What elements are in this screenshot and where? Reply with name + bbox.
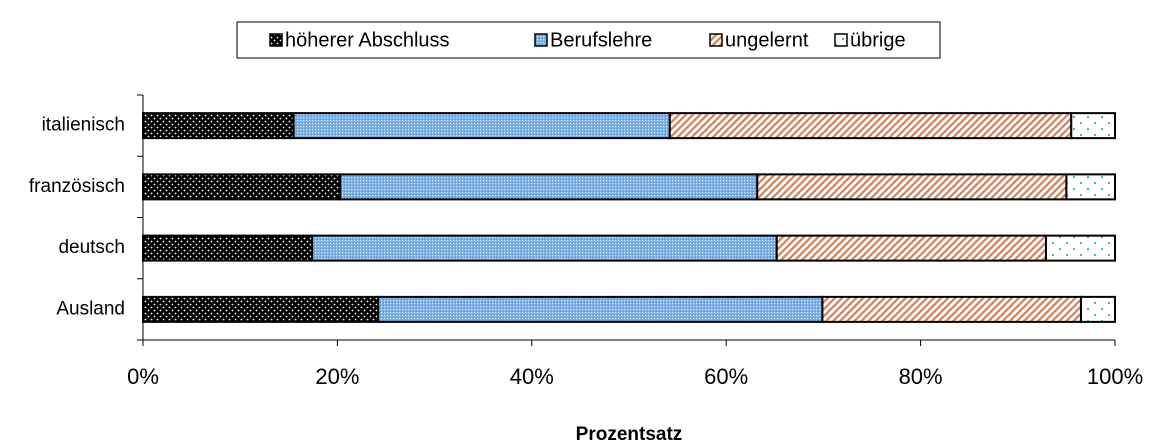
- bar-segment: [775, 234, 1047, 262]
- y-tick-label: italienisch: [42, 115, 125, 136]
- legend-swatch: [834, 33, 848, 47]
- y-tick-label: französisch: [29, 176, 125, 197]
- x-axis-label: Prozentsatz: [576, 424, 683, 444]
- x-tick-label: 80%: [899, 364, 943, 389]
- legend-label: Berufslehre: [550, 29, 652, 51]
- y-tick-label: Ausland: [56, 298, 125, 319]
- bar-segment: [668, 112, 1073, 140]
- bar-segment: [821, 295, 1082, 323]
- x-tick-label: 20%: [315, 364, 359, 389]
- bar-segment: [311, 234, 778, 262]
- legend-swatch: [269, 33, 283, 47]
- bar-segment: [339, 173, 759, 201]
- bar-segment: [1070, 112, 1117, 140]
- legend-box: [236, 21, 941, 59]
- bar-segment: [377, 295, 824, 323]
- x-tick-label: 100%: [1087, 364, 1143, 389]
- legend-swatch: [534, 33, 548, 47]
- legend-label: ungelernt: [725, 29, 809, 51]
- bar-segment: [1079, 295, 1116, 323]
- x-tick-label: 60%: [704, 364, 748, 389]
- bar-segment: [142, 295, 380, 323]
- x-tick-label: 0%: [127, 364, 159, 389]
- x-tick-label: 40%: [510, 364, 554, 389]
- legend-label: übrige: [850, 29, 906, 51]
- legend-label: höherer Abschluss: [285, 29, 450, 51]
- bar-segment: [756, 173, 1068, 201]
- bar-segment: [1065, 173, 1117, 201]
- bar-segment: [142, 234, 314, 262]
- bar-segment: [1044, 234, 1117, 262]
- bar-segment: [292, 112, 671, 140]
- bar-segment: [142, 173, 342, 201]
- legend-swatch: [709, 33, 723, 47]
- bar-segment: [142, 112, 295, 140]
- y-tick-label: deutsch: [58, 237, 125, 258]
